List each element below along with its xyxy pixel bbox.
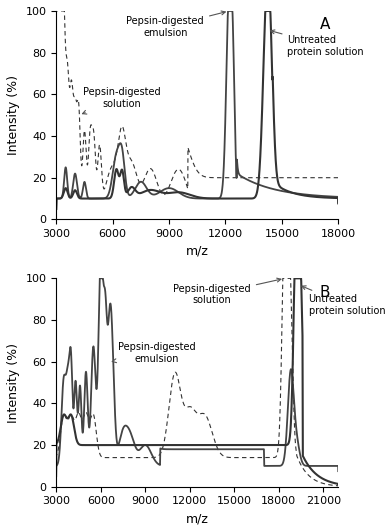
- Y-axis label: Intensity (%): Intensity (%): [7, 75, 20, 155]
- Text: Pepsin-digested
solution: Pepsin-digested solution: [83, 87, 161, 114]
- Text: Untreated
protein solution: Untreated protein solution: [271, 30, 364, 57]
- Y-axis label: Intensity (%): Intensity (%): [7, 343, 20, 422]
- Text: B: B: [319, 285, 330, 300]
- Text: Pepsin-digested
emulsion: Pepsin-digested emulsion: [112, 342, 196, 364]
- Text: Pepsin-digested
solution: Pepsin-digested solution: [173, 278, 281, 305]
- Text: A: A: [319, 17, 330, 32]
- X-axis label: m/z: m/z: [186, 245, 209, 257]
- Text: Pepsin-digested
emulsion: Pepsin-digested emulsion: [126, 11, 225, 38]
- Text: Untreated
protein solution: Untreated protein solution: [302, 286, 385, 316]
- X-axis label: m/z: m/z: [186, 512, 209, 525]
